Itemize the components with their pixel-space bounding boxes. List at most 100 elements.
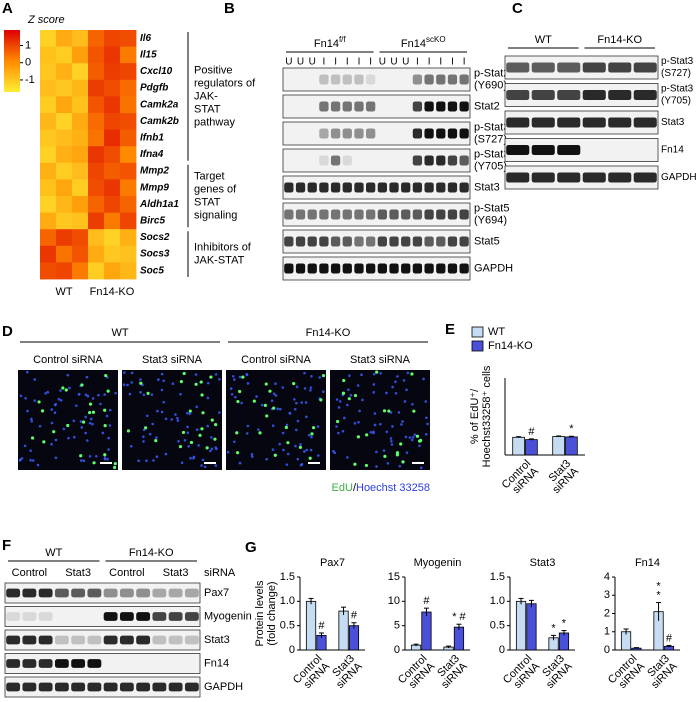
lane-label: I (358, 57, 361, 68)
band (531, 117, 555, 128)
blot-label: Stat3 (474, 181, 500, 193)
bar (558, 632, 570, 651)
nucleus (396, 375, 399, 378)
nucleus (293, 398, 296, 401)
nucleus (142, 440, 145, 443)
heatmap-cell (88, 79, 105, 97)
nucleus (89, 417, 93, 421)
heatmap-cell (72, 229, 89, 247)
band (401, 236, 411, 247)
nucleus (310, 374, 313, 378)
heatmap-cell (120, 229, 137, 247)
band (401, 209, 411, 220)
band (319, 236, 329, 247)
band (22, 635, 37, 645)
blot-label: (Y694) (474, 214, 507, 226)
band (377, 263, 387, 274)
nucleus (162, 379, 165, 383)
nucleus (129, 444, 133, 448)
band (412, 263, 423, 274)
band (366, 128, 376, 139)
nucleus (405, 451, 409, 454)
band (412, 182, 423, 193)
band (22, 682, 37, 692)
lane-label: U (309, 57, 316, 68)
heatmap-cell (40, 30, 57, 47)
nucleus (200, 464, 203, 467)
lane-label: I (416, 57, 419, 68)
gene-label: Ifna4 (140, 149, 164, 160)
group-label: genes of (194, 183, 237, 195)
band (136, 682, 151, 692)
group-label: signaling (194, 209, 237, 221)
nucleus (24, 396, 27, 400)
nucleus (218, 377, 221, 381)
heatmap-cell (56, 113, 73, 130)
edu-cell (182, 371, 186, 376)
column-label: WT (55, 286, 72, 298)
bar (421, 611, 432, 651)
nucleus (322, 390, 325, 394)
band (319, 101, 329, 112)
nucleus (245, 432, 249, 435)
gene-label: Mmp9 (140, 182, 169, 193)
bar (515, 600, 527, 651)
nucleus (29, 458, 32, 462)
nucleus (386, 462, 390, 465)
band (447, 74, 458, 85)
heatmap-cell (72, 179, 89, 197)
nucleus (390, 443, 394, 446)
band (608, 117, 632, 128)
edu-cell (52, 430, 56, 434)
band (424, 263, 434, 274)
nucleus (288, 411, 292, 415)
band (506, 144, 530, 156)
gene-label: Socs2 (140, 232, 170, 243)
band (459, 182, 469, 193)
heatmap-cell (120, 129, 137, 147)
nucleus (114, 391, 117, 395)
blot-label: (Y705) (474, 160, 507, 172)
blot-label: p-Stat3 (474, 148, 509, 160)
nucleus (80, 426, 84, 429)
lane-label: U (390, 57, 397, 68)
heatmap-cell (40, 113, 57, 130)
nucleus (139, 391, 142, 394)
nucleus (177, 439, 180, 443)
band (557, 89, 581, 101)
nucleus (276, 407, 279, 411)
nucleus (195, 405, 198, 409)
band (447, 263, 458, 274)
heatmap-cell (56, 63, 73, 81)
nucleus (300, 401, 304, 404)
edu-cell (209, 375, 213, 379)
heatmap-cell (120, 96, 137, 114)
colorbar-tick-label: 1 (25, 39, 31, 51)
band (506, 172, 530, 183)
blot-label: p-Stat2 (474, 67, 509, 79)
band (319, 263, 329, 274)
group-label: Positive (194, 64, 233, 76)
edu-cell (252, 399, 256, 403)
heatmap-cell (88, 212, 105, 230)
nucleus (25, 370, 29, 374)
band (424, 182, 434, 193)
nucleus (406, 371, 410, 375)
nucleus (335, 398, 339, 401)
nucleus (97, 393, 100, 397)
nucleus (400, 423, 403, 426)
blot-label: (S727) (474, 133, 507, 145)
group-label: STAT (194, 103, 221, 115)
edu-cell (364, 463, 369, 468)
edu-cell (198, 433, 202, 437)
band (608, 62, 632, 73)
nucleus (234, 395, 237, 399)
nucleus (84, 431, 88, 435)
nucleus (299, 463, 303, 467)
heatmap-cell (72, 96, 89, 114)
blot-strip (282, 256, 471, 281)
heatmap-cell (104, 129, 121, 147)
legend-label: Fn14-KO (488, 340, 533, 352)
blot-label: GAPDH (204, 681, 243, 693)
band (103, 588, 118, 598)
